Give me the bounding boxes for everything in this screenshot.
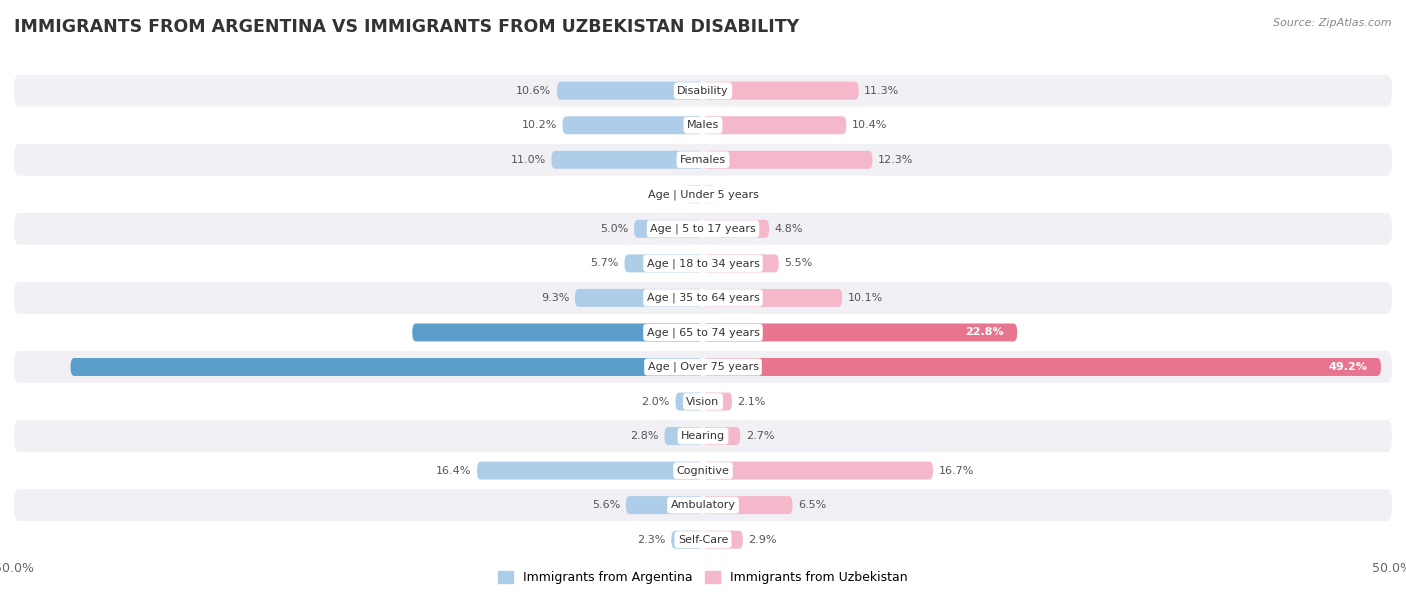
FancyBboxPatch shape xyxy=(14,386,1392,417)
Text: Females: Females xyxy=(681,155,725,165)
FancyBboxPatch shape xyxy=(14,524,1392,556)
Text: 16.7%: 16.7% xyxy=(939,466,974,476)
FancyBboxPatch shape xyxy=(626,496,703,514)
FancyBboxPatch shape xyxy=(703,461,934,480)
Text: 45.9%: 45.9% xyxy=(689,362,728,372)
Text: Source: ZipAtlas.com: Source: ZipAtlas.com xyxy=(1274,18,1392,28)
Text: Disability: Disability xyxy=(678,86,728,95)
FancyBboxPatch shape xyxy=(562,116,703,134)
Text: 6.5%: 6.5% xyxy=(799,500,827,510)
FancyBboxPatch shape xyxy=(703,116,846,134)
FancyBboxPatch shape xyxy=(14,420,1392,452)
FancyBboxPatch shape xyxy=(703,255,779,272)
Text: Age | 5 to 17 years: Age | 5 to 17 years xyxy=(650,223,756,234)
FancyBboxPatch shape xyxy=(703,531,742,548)
FancyBboxPatch shape xyxy=(703,324,1017,341)
Text: 1.2%: 1.2% xyxy=(652,189,681,200)
Text: 49.2%: 49.2% xyxy=(1329,362,1367,372)
Text: 10.4%: 10.4% xyxy=(852,120,887,130)
FancyBboxPatch shape xyxy=(703,151,873,169)
FancyBboxPatch shape xyxy=(14,179,1392,210)
FancyBboxPatch shape xyxy=(671,531,703,548)
FancyBboxPatch shape xyxy=(703,289,842,307)
Text: 9.3%: 9.3% xyxy=(541,293,569,303)
FancyBboxPatch shape xyxy=(665,427,703,445)
Text: 2.0%: 2.0% xyxy=(641,397,669,406)
FancyBboxPatch shape xyxy=(557,82,703,100)
FancyBboxPatch shape xyxy=(634,220,703,238)
Text: 2.9%: 2.9% xyxy=(748,535,778,545)
FancyBboxPatch shape xyxy=(14,247,1392,279)
FancyBboxPatch shape xyxy=(703,392,733,411)
Text: Hearing: Hearing xyxy=(681,431,725,441)
FancyBboxPatch shape xyxy=(14,489,1392,521)
Text: 10.1%: 10.1% xyxy=(848,293,883,303)
Text: 21.1%: 21.1% xyxy=(689,327,728,337)
FancyBboxPatch shape xyxy=(70,358,703,376)
FancyBboxPatch shape xyxy=(703,358,1381,376)
Text: 5.6%: 5.6% xyxy=(592,500,620,510)
Text: 11.0%: 11.0% xyxy=(510,155,546,165)
FancyBboxPatch shape xyxy=(14,213,1392,245)
Text: 12.3%: 12.3% xyxy=(877,155,914,165)
Legend: Immigrants from Argentina, Immigrants from Uzbekistan: Immigrants from Argentina, Immigrants fr… xyxy=(494,566,912,589)
FancyBboxPatch shape xyxy=(551,151,703,169)
FancyBboxPatch shape xyxy=(14,75,1392,106)
Text: 2.7%: 2.7% xyxy=(745,431,775,441)
FancyBboxPatch shape xyxy=(14,455,1392,487)
Text: IMMIGRANTS FROM ARGENTINA VS IMMIGRANTS FROM UZBEKISTAN DISABILITY: IMMIGRANTS FROM ARGENTINA VS IMMIGRANTS … xyxy=(14,18,799,36)
FancyBboxPatch shape xyxy=(14,110,1392,141)
FancyBboxPatch shape xyxy=(703,82,859,100)
FancyBboxPatch shape xyxy=(477,461,703,480)
Text: Vision: Vision xyxy=(686,397,720,406)
Text: 2.1%: 2.1% xyxy=(738,397,766,406)
Text: Age | 35 to 64 years: Age | 35 to 64 years xyxy=(647,293,759,303)
Text: Cognitive: Cognitive xyxy=(676,466,730,476)
Text: Males: Males xyxy=(688,120,718,130)
FancyBboxPatch shape xyxy=(686,185,703,203)
Text: 2.8%: 2.8% xyxy=(630,431,659,441)
FancyBboxPatch shape xyxy=(675,392,703,411)
Text: 5.7%: 5.7% xyxy=(591,258,619,269)
Text: 2.3%: 2.3% xyxy=(637,535,666,545)
Text: 16.4%: 16.4% xyxy=(436,466,471,476)
FancyBboxPatch shape xyxy=(412,324,703,341)
Text: 22.8%: 22.8% xyxy=(965,327,1004,337)
FancyBboxPatch shape xyxy=(575,289,703,307)
FancyBboxPatch shape xyxy=(14,282,1392,314)
FancyBboxPatch shape xyxy=(14,144,1392,176)
Text: 0.85%: 0.85% xyxy=(720,189,755,200)
Text: 11.3%: 11.3% xyxy=(865,86,900,95)
Text: Age | Over 75 years: Age | Over 75 years xyxy=(648,362,758,372)
FancyBboxPatch shape xyxy=(14,351,1392,383)
Text: 4.8%: 4.8% xyxy=(775,224,803,234)
FancyBboxPatch shape xyxy=(703,185,714,203)
Text: Age | Under 5 years: Age | Under 5 years xyxy=(648,189,758,200)
FancyBboxPatch shape xyxy=(703,427,740,445)
FancyBboxPatch shape xyxy=(703,496,793,514)
Text: Ambulatory: Ambulatory xyxy=(671,500,735,510)
Text: 10.6%: 10.6% xyxy=(516,86,551,95)
FancyBboxPatch shape xyxy=(14,316,1392,348)
FancyBboxPatch shape xyxy=(703,220,769,238)
Text: 5.5%: 5.5% xyxy=(785,258,813,269)
Text: Age | 65 to 74 years: Age | 65 to 74 years xyxy=(647,327,759,338)
Text: 10.2%: 10.2% xyxy=(522,120,557,130)
Text: Self-Care: Self-Care xyxy=(678,535,728,545)
FancyBboxPatch shape xyxy=(624,255,703,272)
Text: Age | 18 to 34 years: Age | 18 to 34 years xyxy=(647,258,759,269)
Text: 5.0%: 5.0% xyxy=(600,224,628,234)
